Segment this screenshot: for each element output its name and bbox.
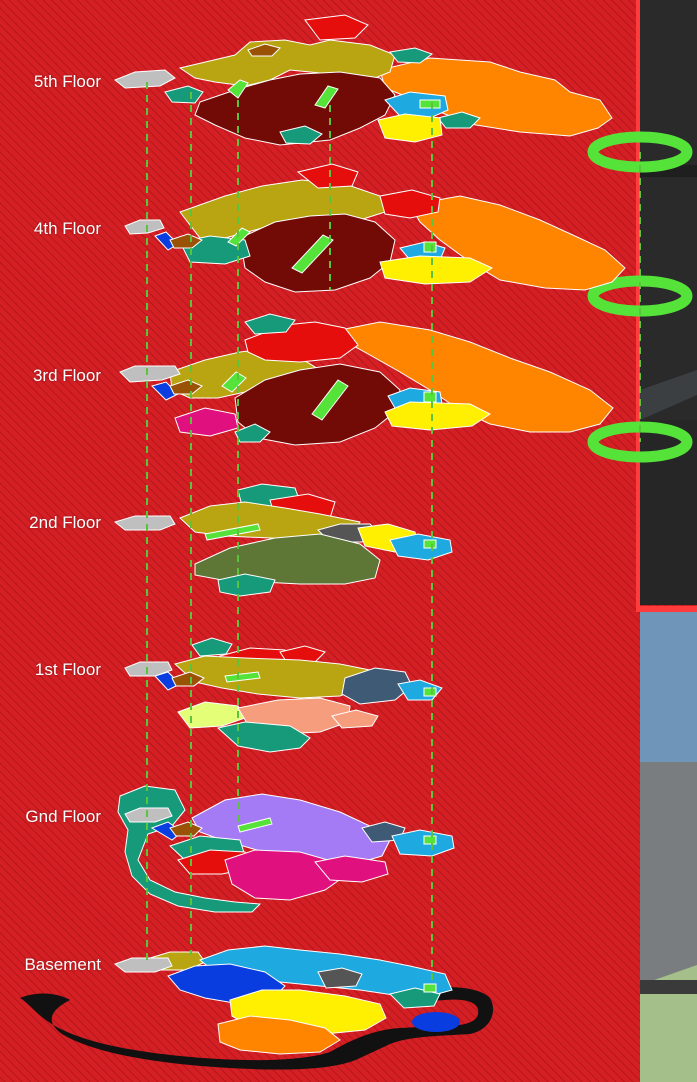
zone-teal [217,573,276,597]
zone-grey [114,69,176,89]
floor-label-2nd: 2nd Floor [29,513,101,532]
floor-label-5th: 5th Floor [33,72,101,91]
zone-brown [169,379,203,395]
zone-teal [389,987,441,1009]
floor-label-ground: Gnd Floor [25,807,101,826]
stair-link [423,983,437,993]
zone-teal [279,125,323,145]
floor-label-basement: Basement [24,955,101,974]
vertical-risers [146,82,641,986]
stair-link [423,835,437,845]
bottom-right-view-panel [636,606,697,1082]
zone-red [296,163,359,189]
zone-teal [234,423,271,443]
stair-link [291,234,334,274]
zone-teal [437,111,481,129]
zone-brown [171,671,205,687]
zone-cyan [391,829,455,857]
zone-orange [217,1015,341,1055]
stair-link [423,391,437,403]
zone-yellow [379,255,494,285]
zone-yellow [384,401,491,431]
floor-plan-5 [114,14,613,146]
zone-maroon [194,71,396,146]
zone-teal [244,313,296,335]
floor-plan-3 [119,313,614,446]
zone-red [379,189,441,219]
stair-link [237,817,273,833]
zone-grey [124,661,173,677]
zone-grey [124,219,165,235]
zone-olive [179,179,386,239]
floor-label-3rd: 3rd Floor [32,366,101,385]
floor-plan-g [117,785,455,913]
zone-brown [247,43,281,57]
zone-dark-grey [317,967,363,989]
zone-yellow [377,113,443,143]
stair-link [423,539,437,549]
stair-link [311,379,349,421]
zone-red [304,14,369,41]
zone-salmon [331,709,379,729]
stair-link [423,687,437,697]
zone-teal [216,721,311,753]
stair-link [314,85,339,109]
floor-label-1st: 1st Floor [34,660,101,679]
zone-grey [113,957,173,973]
stair-link [204,523,261,541]
stair-link [423,241,437,253]
stair-link [221,371,247,393]
floor-plan-1 [124,637,443,753]
zone-orange [409,195,626,291]
zone-teal [389,47,434,64]
zone-ramp [20,987,494,1070]
zone-blue [412,1012,460,1032]
floor-plan-4 [124,163,626,293]
zone-brown [169,821,203,837]
stair-link [419,99,441,109]
floor-label-4th: 4th Floor [33,219,101,238]
stair-link [227,79,249,99]
zone-grey [119,365,181,383]
zone-teal [191,637,233,657]
floor-plan-2 [113,483,453,597]
zone-brown [169,233,203,249]
zone-grey [124,807,173,823]
zone-magenta [314,855,389,883]
zone-teal [164,85,204,104]
zone-grey [113,515,176,531]
floor-plan-b [20,945,494,1070]
zone-orange [339,321,614,433]
stair-link [224,671,261,683]
